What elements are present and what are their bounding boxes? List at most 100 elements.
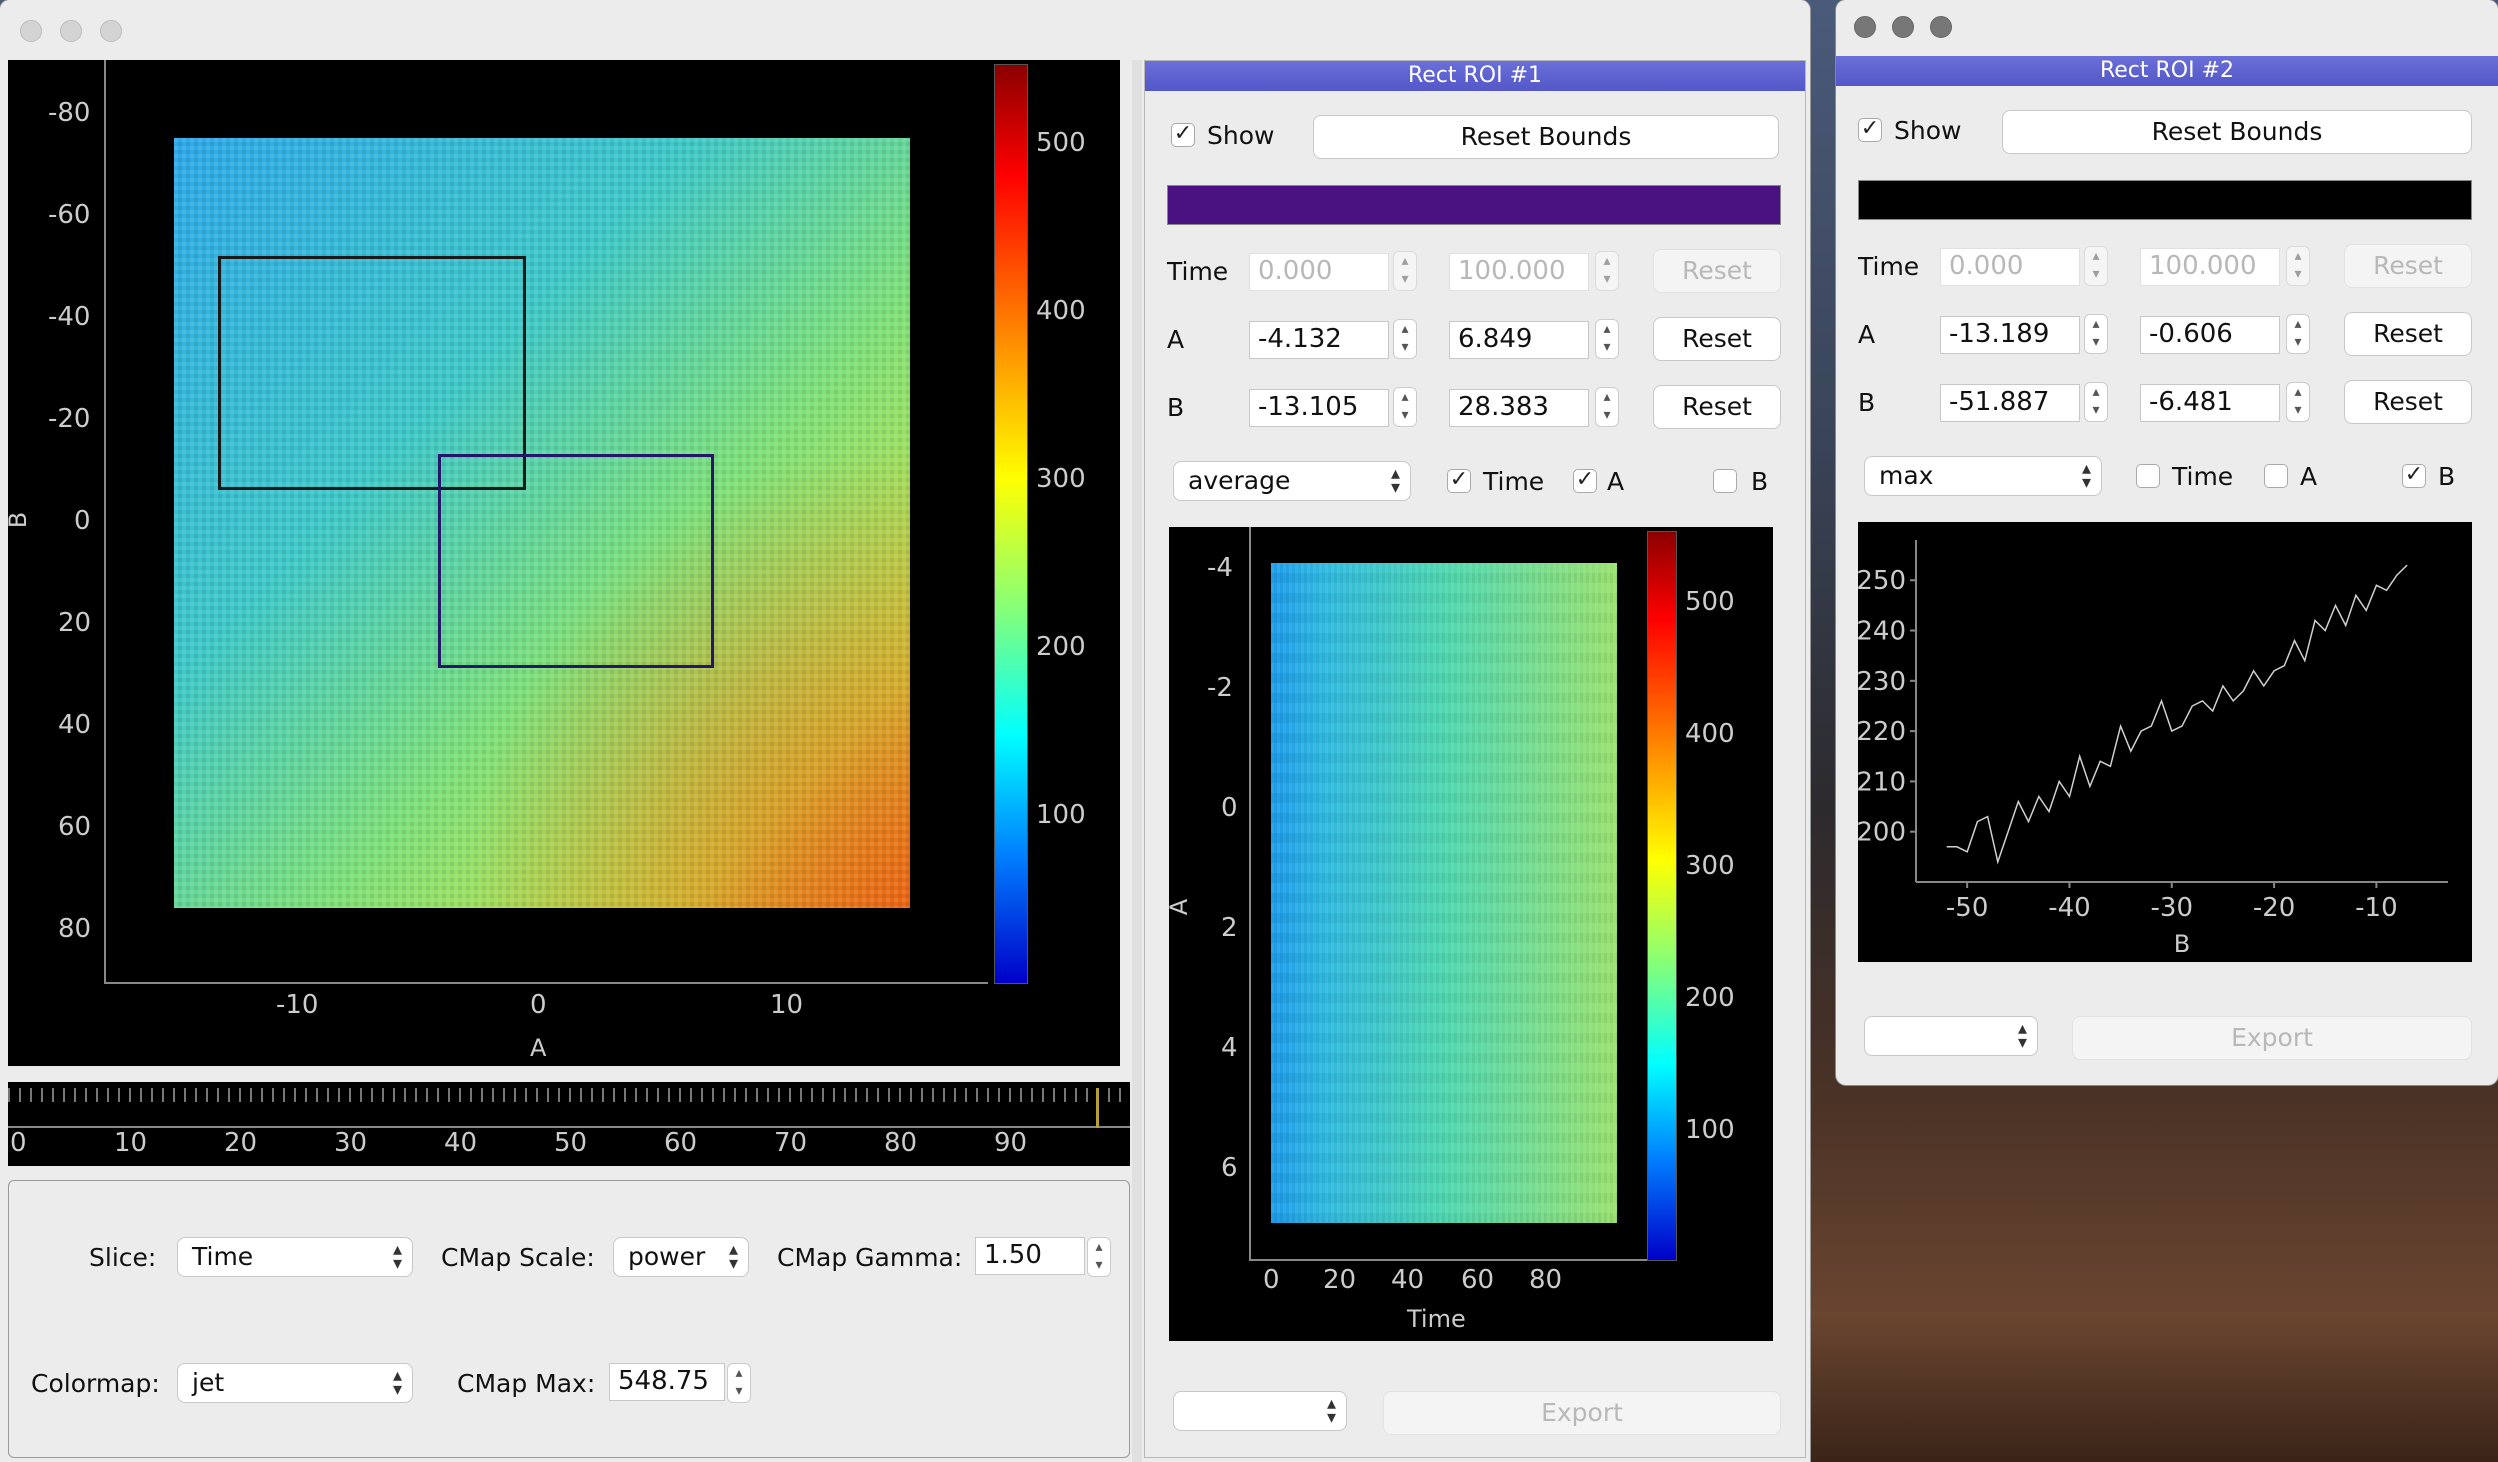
roi2-b-check-label: B: [2438, 462, 2456, 491]
roi2-b-reset-button[interactable]: Reset: [2344, 380, 2472, 424]
chart-y-tick-label: 200: [1858, 818, 1906, 848]
colorbar[interactable]: [994, 64, 1028, 984]
roi-rect-2[interactable]: [218, 256, 526, 490]
roi2-export-format-select[interactable]: ▴ ▾: [1864, 1016, 2038, 1056]
roi2-export-button[interactable]: Export: [2072, 1016, 2472, 1060]
colorbar-tick: 200: [1036, 632, 1086, 662]
roi1-b-max-input[interactable]: 28.383: [1449, 389, 1589, 427]
roi1-y-tick: 6: [1221, 1153, 1238, 1183]
zoom-window-button[interactable]: [1930, 16, 1952, 38]
roi1-time-min-input[interactable]: 0.000: [1249, 253, 1389, 291]
cmap-gamma-input[interactable]: 1.50: [975, 1237, 1085, 1275]
roi1-color-swatch[interactable]: [1167, 185, 1781, 225]
slider-tick: 90: [994, 1128, 1028, 1158]
cmap-scale-value: power: [628, 1242, 706, 1271]
roi2-a-max-spinner[interactable]: ▴ ▾: [2286, 314, 2310, 354]
roi2-time-reset-button[interactable]: Reset: [2344, 244, 2472, 288]
image-plot[interactable]: -80 -60 -40 -20 0 20 40 60 80 -10 0 10 A…: [4, 60, 1120, 1066]
roi2-b-max-input[interactable]: -6.481: [2140, 384, 2280, 422]
roi2-time-min-input[interactable]: 0.000: [1940, 248, 2080, 286]
colormap-select[interactable]: jet ▴ ▾: [177, 1363, 413, 1403]
roi2-time-label: Time: [1858, 252, 1920, 281]
roi1-a-max-spinner[interactable]: ▴ ▾: [1595, 319, 1619, 359]
slider-handle[interactable]: [1096, 1088, 1099, 1128]
close-window-button[interactable]: [1854, 16, 1876, 38]
roi1-time-max-spinner[interactable]: ▴ ▾: [1595, 251, 1619, 291]
slider-ticks: [8, 1088, 1130, 1102]
roi1-y-tick: 4: [1221, 1033, 1238, 1063]
roi1-x-tick: 20: [1323, 1265, 1357, 1295]
roi2-color-swatch[interactable]: [1858, 180, 2472, 220]
roi1-reset-bounds-button[interactable]: Reset Bounds: [1313, 115, 1779, 159]
y-tick: -60: [48, 200, 91, 230]
roi1-a-max-input[interactable]: 6.849: [1449, 321, 1589, 359]
y-tick: 0: [74, 506, 91, 536]
roi1-b-reset-button[interactable]: Reset: [1653, 385, 1781, 429]
roi1-time-min-spinner[interactable]: ▴ ▾: [1393, 251, 1417, 291]
chart-x-tick-label: -30: [2151, 893, 2193, 923]
close-window-button[interactable]: [20, 20, 42, 42]
splitter[interactable]: [1132, 60, 1142, 1462]
roi1-a-min-input[interactable]: -4.132: [1249, 321, 1389, 359]
roi-rect-1[interactable]: [438, 454, 714, 668]
roi1-b-max-spinner[interactable]: ▴ ▾: [1595, 387, 1619, 427]
slider-tick: 0: [10, 1128, 27, 1158]
roi2-time-max-spinner[interactable]: ▴ ▾: [2286, 246, 2310, 286]
roi1-reduce-value: average: [1188, 466, 1291, 495]
roi1-a-checkbox[interactable]: ✓: [1573, 469, 1597, 493]
y-tick: 80: [58, 914, 92, 944]
roi1-reduce-select[interactable]: average ▴ ▾: [1173, 461, 1411, 501]
roi2-line-chart[interactable]: 200 210 220 230 240 250 -50 -40 -30 -20 -10 B: [1858, 522, 2472, 962]
roi1-time-max-input[interactable]: 100.000: [1449, 253, 1589, 291]
roi2-a-max-input[interactable]: -0.606: [2140, 316, 2280, 354]
roi2-b-max-spinner[interactable]: ▴ ▾: [2286, 382, 2310, 422]
slider-tick: 50: [554, 1128, 588, 1158]
chart-x-tick-label: -10: [2355, 893, 2397, 923]
roi2-show-checkbox[interactable]: ✓: [1858, 118, 1882, 142]
roi2-reset-bounds-button[interactable]: Reset Bounds: [2002, 110, 2472, 154]
roi2-time-max-input[interactable]: 100.000: [2140, 248, 2280, 286]
roi1-b-checkbox[interactable]: [1713, 469, 1737, 493]
roi1-y-tick: -4: [1207, 553, 1233, 583]
chart-y-tick-label: 240: [1858, 617, 1906, 647]
time-slider[interactable]: 0 10 20 30 40 50 60 70 80 90: [8, 1082, 1130, 1166]
roi1-b-min-spinner[interactable]: ▴ ▾: [1393, 387, 1417, 427]
chart-x-axis-label: B: [2174, 930, 2190, 958]
roi2-b-min-spinner[interactable]: ▴ ▾: [2084, 382, 2108, 422]
roi1-colorbar[interactable]: [1647, 531, 1677, 1261]
roi2-a-min-spinner[interactable]: ▴ ▾: [2084, 314, 2108, 354]
roi1-colorbar-tick: 400: [1685, 719, 1735, 749]
cmap-scale-select[interactable]: power ▴ ▾: [613, 1237, 749, 1277]
roi2-reduce-select[interactable]: max ▴ ▾: [1864, 456, 2102, 496]
roi2-a-reset-button[interactable]: Reset: [2344, 312, 2472, 356]
roi2-b-checkbox[interactable]: ✓: [2402, 464, 2426, 488]
roi2-time-min-spinner[interactable]: ▴ ▾: [2084, 246, 2108, 286]
roi2-a-checkbox[interactable]: [2264, 464, 2288, 488]
roi1-a-reset-button[interactable]: Reset: [1653, 317, 1781, 361]
roi1-time-checkbox[interactable]: ✓: [1447, 469, 1471, 493]
cmap-max-spinner[interactable]: ▴ ▾: [727, 1363, 751, 1403]
roi1-time-reset-button[interactable]: Reset: [1653, 249, 1781, 293]
cmap-gamma-spinner[interactable]: ▴ ▾: [1087, 1237, 1111, 1277]
roi1-export-button[interactable]: Export: [1383, 1391, 1781, 1435]
roi1-plot[interactable]: -4 -2 0 2 4 6 0 20 40 60 80 Time A 500 4…: [1165, 527, 1773, 1341]
minimize-window-button[interactable]: [60, 20, 82, 42]
roi1-export-format-select[interactable]: ▴ ▾: [1173, 1391, 1347, 1431]
roi2-time-checkbox[interactable]: [2136, 464, 2160, 488]
roi2-a-min-input[interactable]: -13.189: [1940, 316, 2080, 354]
roi2-titlebar: [1836, 0, 2498, 58]
roi2-time-check-label: Time: [2172, 462, 2234, 491]
roi1-b-check-label: B: [1751, 467, 1769, 496]
cmap-max-label: CMap Max:: [457, 1369, 596, 1398]
roi1-a-min-spinner[interactable]: ▴ ▾: [1393, 319, 1417, 359]
roi1-show-checkbox[interactable]: ✓: [1171, 123, 1195, 147]
slice-select[interactable]: Time ▴ ▾: [177, 1237, 413, 1277]
roi1-colorbar-tick: 300: [1685, 851, 1735, 881]
roi1-b-min-input[interactable]: -13.105: [1249, 389, 1389, 427]
minimize-window-button[interactable]: [1892, 16, 1914, 38]
x-axis-line: [104, 982, 988, 984]
cmap-max-input[interactable]: 548.75: [609, 1363, 725, 1401]
zoom-window-button[interactable]: [100, 20, 122, 42]
roi2-b-min-input[interactable]: -51.887: [1940, 384, 2080, 422]
y-tick: 60: [58, 812, 92, 842]
